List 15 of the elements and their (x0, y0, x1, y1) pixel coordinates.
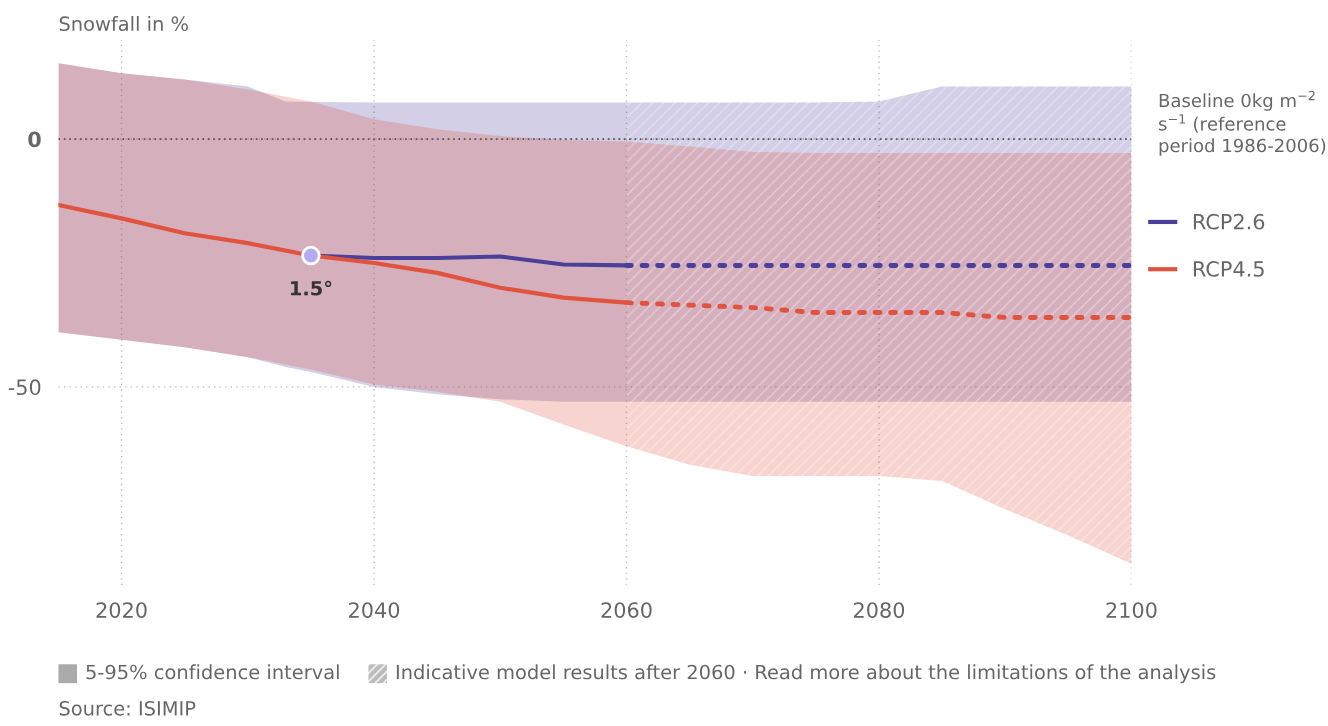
x-tick-label: 2040 (349, 602, 400, 618)
y-axis-title: Snowfall in % (59, 16, 188, 32)
y-tick-label: 0 (28, 131, 41, 148)
legend-label: RCP2.6 (1193, 213, 1265, 230)
x-tick-label: 2060 (601, 602, 652, 618)
x-tick-label: 2100 (1106, 602, 1157, 618)
x-tick-label: 2080 (854, 602, 905, 618)
y-tick-label: -50 (8, 379, 41, 396)
source-note: Source: ISIMIP (59, 700, 196, 716)
text: 5-95% confidence interval (86, 664, 339, 680)
text: Baseline 0kg m$^{−2}$ s$^{−1}$ (reference period 1986-2006) (1158, 90, 1326, 156)
x-tick-label: 2020 (96, 602, 147, 618)
annotation: 1.5° (291, 280, 332, 296)
legend-label: RCP4.5 (1193, 261, 1264, 277)
text: Indicative model results after 2060 · Read more about the limitations of the analysis (396, 664, 1216, 684)
